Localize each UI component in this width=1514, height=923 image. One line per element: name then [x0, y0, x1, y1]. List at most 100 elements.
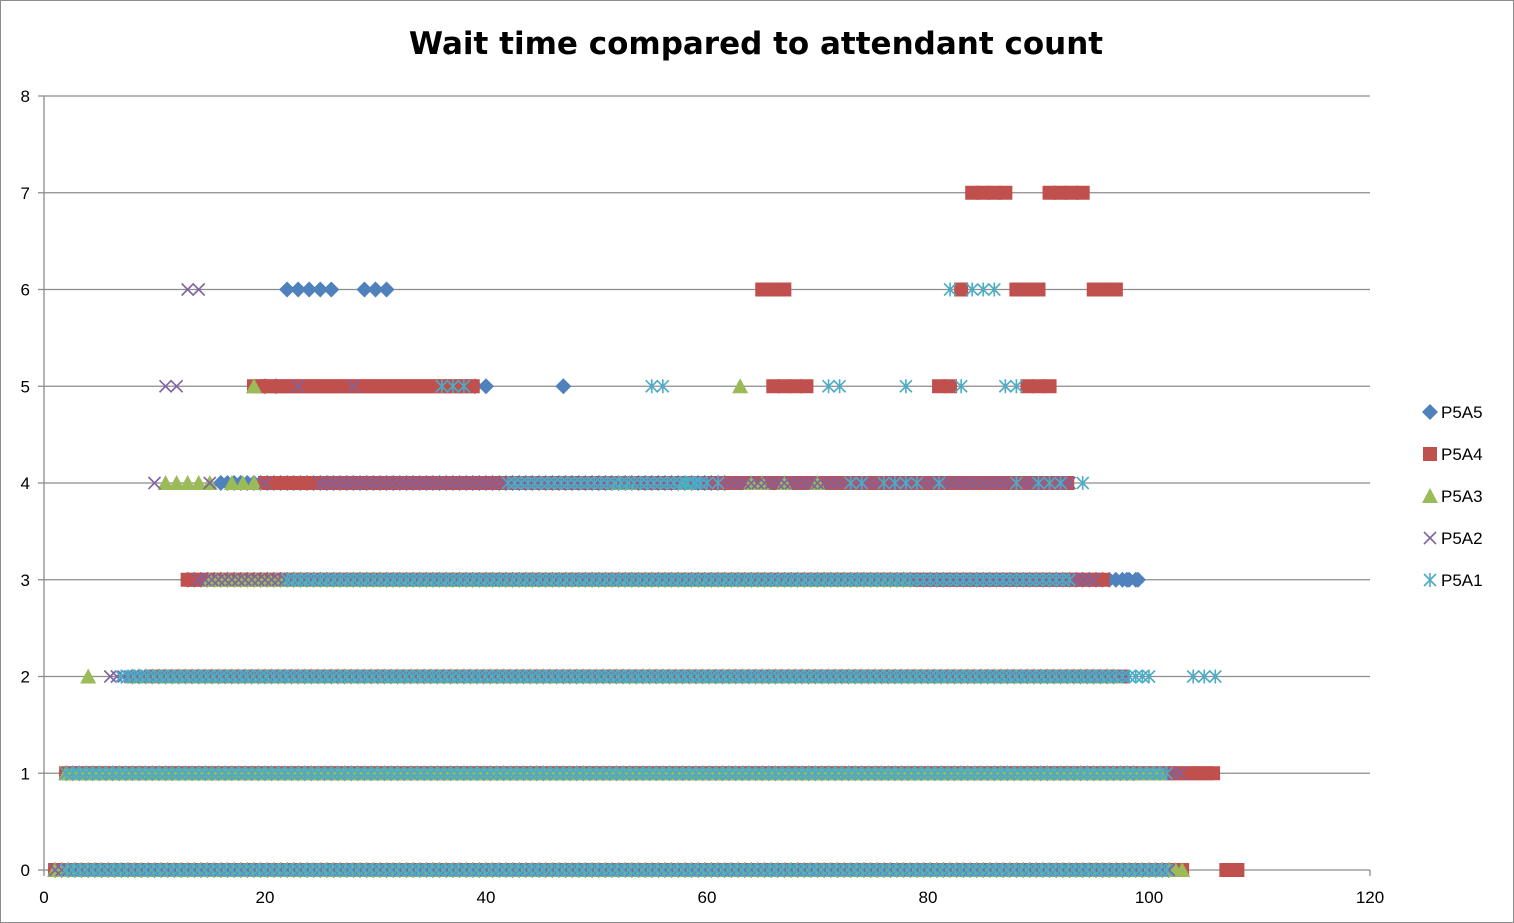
data-point-p5a1: [830, 572, 844, 587]
data-point-p5a1: [910, 476, 924, 490]
data-point-p5a1: [1146, 863, 1160, 877]
data-point-p5a1: [439, 669, 453, 684]
data-point-p5a1: [662, 863, 676, 877]
data-point-p5a1: [519, 572, 533, 587]
data-point-p5a2: [963, 476, 977, 490]
data-point-p5a1: [1016, 572, 1030, 587]
y-tick-label: 8: [21, 87, 30, 106]
data-point-p5a1: [154, 669, 168, 684]
data-point-p5a1: [561, 476, 575, 490]
data-point-p5a1: [989, 669, 1004, 684]
data-point-p5a2: [320, 476, 334, 490]
x-tick-label: 0: [39, 888, 48, 907]
data-point-p5a1: [718, 572, 732, 587]
data-point-p5a4: [821, 476, 836, 490]
data-point-p5a1: [492, 572, 506, 587]
data-point-p5a1: [941, 863, 955, 877]
data-point-p5a1: [1135, 669, 1149, 684]
data-point-p5a2: [486, 476, 500, 490]
data-point-p5a1: [715, 766, 730, 781]
plot-area: [47, 185, 1245, 878]
data-point-p5a2: [386, 476, 400, 490]
data-point-p5a2: [313, 476, 327, 490]
data-point-p5a1: [512, 572, 526, 587]
data-point-p5a1: [797, 669, 811, 684]
data-point-p5a2: [479, 476, 493, 490]
data-point-p5a1: [1186, 669, 1200, 684]
data-point-p5a2: [718, 476, 732, 490]
data-point-p5a1: [508, 476, 522, 490]
data-point-p5a1: [437, 766, 451, 781]
legend-label: P5A4: [1441, 445, 1483, 464]
data-point-p5a1: [466, 572, 480, 587]
data-point-p5a1: [850, 572, 864, 587]
data-point-p5a1: [841, 766, 856, 781]
data-point-p5a1: [623, 863, 637, 877]
data-point-p5a1: [614, 476, 628, 490]
data-point-p5a1: [238, 766, 252, 781]
data-point-p5a1: [563, 766, 577, 781]
data-point-p5a1: [634, 476, 648, 490]
data-point-p5a3: [245, 475, 262, 490]
data-point-p5a1: [649, 766, 663, 781]
data-point-p5a1: [877, 476, 891, 490]
data-point-p5a5: [279, 281, 296, 298]
data-point-p5a1: [870, 572, 884, 587]
data-point-p5a1: [835, 766, 849, 781]
data-point-p5a1: [963, 669, 977, 684]
data-point-p5a1: [1089, 669, 1103, 684]
data-point-p5a1: [594, 476, 608, 490]
data-point-p5a1: [528, 476, 542, 490]
data-point-p5a2: [419, 476, 433, 490]
data-point-p5a1: [1129, 669, 1143, 684]
data-point-p5a2: [1029, 476, 1043, 490]
data-point-p5a1: [386, 572, 400, 587]
data-point-p5a1: [623, 766, 637, 781]
data-point-p5a1: [419, 669, 433, 684]
data-point-p5a1: [808, 863, 822, 877]
data-point-p5a1: [1113, 863, 1127, 877]
data-point-p5a1: [86, 863, 100, 877]
data-point-p5a2: [373, 476, 387, 490]
data-point-p5a1: [1023, 669, 1037, 684]
data-point-p5a1: [452, 572, 467, 587]
data-point-p5a1: [331, 863, 345, 877]
data-point-p5a1: [757, 669, 772, 684]
data-point-p5a1: [1082, 669, 1096, 684]
legend-marker-p5a3: [1422, 488, 1438, 503]
data-point-p5a1: [855, 476, 869, 490]
data-point-p5a1: [762, 766, 776, 781]
data-point-p5a1: [625, 669, 639, 684]
data-point-p5a4: [766, 476, 781, 490]
data-point-p5a1: [298, 766, 312, 781]
data-point-p5a1: [810, 572, 825, 587]
data-point-p5a1: [581, 476, 595, 490]
data-point-p5a1: [572, 669, 586, 684]
data-point-p5a1: [917, 572, 931, 587]
data-point-p5a5: [367, 281, 384, 298]
data-point-p5a1: [784, 572, 798, 587]
data-point-p5a1: [251, 766, 265, 781]
data-point-p5a1: [479, 669, 493, 684]
data-point-p5a1: [908, 863, 922, 877]
data-point-p5a1: [192, 766, 206, 781]
data-point-p5a1: [676, 766, 690, 781]
legend-label: P5A1: [1441, 571, 1483, 590]
data-point-p5a1: [649, 863, 663, 877]
data-point-p5a1: [764, 669, 778, 684]
data-point-p5a2: [393, 476, 407, 490]
data-point-p5a1: [1047, 863, 1061, 877]
data-point-p5a1: [437, 863, 451, 877]
data-point-p5a1: [397, 766, 411, 781]
data-point-p5a1: [950, 572, 964, 587]
data-point-p5a1: [757, 572, 772, 587]
data-point-p5a1: [981, 766, 995, 781]
data-point-p5a1: [300, 669, 314, 684]
data-point-p5a1: [59, 766, 73, 781]
data-point-p5a1: [1003, 669, 1017, 684]
data-point-p5a1: [908, 766, 922, 781]
legend-label: P5A5: [1441, 403, 1483, 422]
data-point-p5a1: [950, 669, 964, 684]
data-point-p5a1: [1054, 766, 1068, 781]
data-point-p5a1: [749, 766, 763, 781]
